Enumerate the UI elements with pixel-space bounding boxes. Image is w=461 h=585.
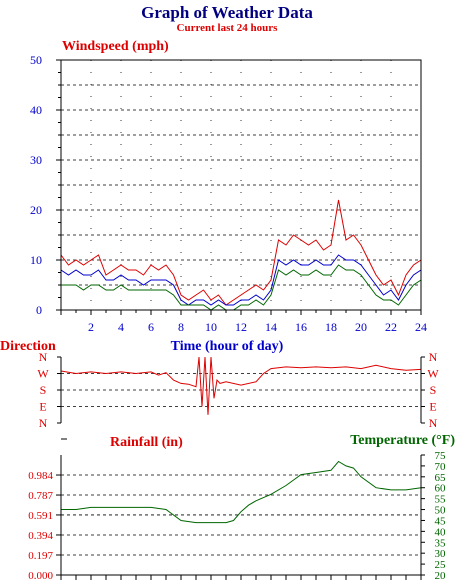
y-tick-label: 50 <box>30 53 42 67</box>
direction-chart-title: Direction <box>0 339 56 354</box>
direction-right-label: W <box>427 367 439 381</box>
temperature-tick-label: 25 <box>435 559 447 571</box>
windspeed-series-line-green <box>61 264 422 311</box>
direction-right-label: N <box>429 350 438 364</box>
temperature-tick-label: 70 <box>435 461 447 473</box>
temperature-tick-label: 20 <box>435 570 447 582</box>
x-tick-label: 2 <box>88 320 94 334</box>
rainfall-tick-label: 0.394 <box>28 530 53 542</box>
temperature-tick-label: 30 <box>435 548 447 560</box>
y-tick-label: 40 <box>30 103 42 117</box>
windspeed-chart: Windspeed (mph) Time (hour of day) 0 10 20… <box>30 39 427 354</box>
temperature-tick-label: 40 <box>435 526 447 538</box>
windspeed-series-line-blue <box>60 254 422 306</box>
page-title: Graph of Weather Data <box>141 3 313 22</box>
direction-left-label: N <box>39 416 48 430</box>
direction-left-label: E <box>39 400 46 414</box>
x-tick-label: 12 <box>235 320 247 334</box>
rainfall-chart-title: Rainfall (in) <box>110 435 183 450</box>
windspeed-x-axis-label: Time (hour of day) <box>171 339 284 354</box>
temperature-tick-label: 45 <box>435 515 447 527</box>
y-tick-label: 20 <box>30 203 42 217</box>
rainfall-tick-label: 0.787 <box>28 490 53 502</box>
x-tick-label: 4 <box>118 320 124 334</box>
temperature-tick-label: 55 <box>435 494 447 506</box>
temperature-tick-label: 60 <box>435 483 447 495</box>
windspeed-chart-title: Windspeed (mph) <box>62 39 169 54</box>
direction-right-label: N <box>429 416 438 430</box>
rainfall-tick-label: 0.000 <box>28 570 53 582</box>
temperature-tick-label: 50 <box>435 505 447 517</box>
x-tick-label: 8 <box>178 320 184 334</box>
temperature-axis-title: Temperature (°F) <box>350 433 455 448</box>
temperature-tick-label: 75 <box>435 450 447 462</box>
rainfall-temperature-chart: Rainfall (in) Temperature (°F) 0.000 0.19… <box>28 433 455 582</box>
x-tick-label: 20 <box>355 320 367 334</box>
direction-left-label: S <box>40 383 47 397</box>
x-tick-label: 14 <box>265 320 277 334</box>
direction-series-line <box>60 356 422 415</box>
direction-left-label: N <box>39 350 48 364</box>
x-tick-label: 24 <box>415 320 427 334</box>
temperature-tick-label: 35 <box>435 537 447 549</box>
windspeed-series-line-red <box>60 199 422 306</box>
direction-left-label: W <box>37 367 49 381</box>
direction-right-label: E <box>429 400 436 414</box>
rainfall-tick-label: 0.197 <box>28 550 53 562</box>
direction-right-label: S <box>430 383 437 397</box>
x-tick-label: 6 <box>148 320 154 334</box>
x-tick-label: 16 <box>295 320 307 334</box>
temperature-tick-label: 65 <box>435 472 447 484</box>
temperature-series-line <box>61 460 422 524</box>
x-tick-label: 18 <box>325 320 337 334</box>
x-tick-label: 22 <box>385 320 397 334</box>
y-tick-label: 30 <box>30 153 42 167</box>
rainfall-tick-label: 0.984 <box>28 470 53 482</box>
direction-chart: Direction N NW WS SE EN N <box>0 339 439 440</box>
page-subtitle: Current last 24 hours <box>177 22 279 34</box>
y-tick-label: 10 <box>30 253 42 267</box>
x-tick-label: 10 <box>205 320 217 334</box>
y-tick-label: 0 <box>36 303 42 317</box>
rainfall-tick-label: 0.591 <box>28 510 53 522</box>
